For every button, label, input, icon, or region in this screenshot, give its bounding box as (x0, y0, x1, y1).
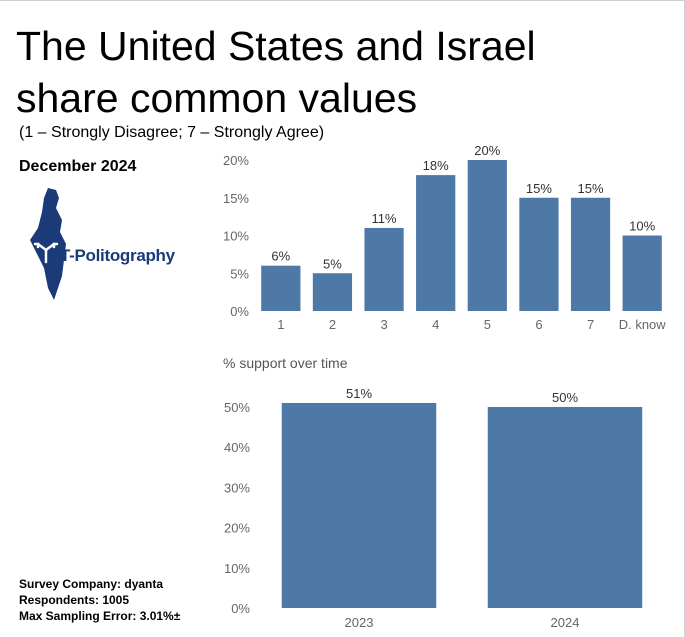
chart1-category-label: 5 (484, 317, 491, 332)
top-border (0, 0, 685, 1)
page-title: The United States and Israel share commo… (16, 20, 576, 124)
survey-date: December 2024 (19, 158, 137, 175)
chart2-ytick-label: 20% (224, 521, 250, 536)
chart1-bar (261, 265, 301, 311)
title-line-1: The United States and Israel (16, 23, 536, 69)
chart2-data-label: 50% (552, 390, 578, 405)
chart1-ytick-label: 0% (230, 304, 249, 319)
chart1-data-label: 15% (526, 181, 552, 196)
title-line-2: share common values (16, 75, 418, 121)
chart1-bar (467, 160, 507, 311)
chart1-bar (519, 197, 559, 311)
chart1-data-label: 15% (578, 181, 604, 196)
chart1-category-label: 6 (535, 317, 542, 332)
page-subtitle: (1 – Strongly Disagree; 7 – Strongly Agr… (19, 124, 325, 141)
chart1-ytick-label: 15% (223, 191, 249, 206)
chart1-bar (570, 197, 611, 311)
chart2-bar (281, 402, 437, 608)
survey-respondents: Respondents: 1005 (19, 593, 130, 607)
chart1-bar (364, 227, 404, 311)
chart1-category-label: 4 (432, 317, 439, 332)
chart2-data-label: 51% (346, 386, 372, 401)
chart1-data-label: 6% (271, 249, 290, 264)
chart1-ytick-label: 20% (223, 153, 249, 168)
chart1-ytick-label: 5% (230, 266, 249, 281)
survey-footer: Survey Company: dyanta Respondents: 1005… (19, 576, 180, 624)
chart1-ytick-label: 10% (223, 229, 249, 244)
chart2-ytick-label: 30% (224, 480, 250, 495)
israel-map-logo-icon (30, 188, 66, 300)
chart1-bar (622, 235, 662, 311)
chart1-bar (416, 175, 456, 311)
chart1-data-label: 10% (629, 219, 655, 234)
chart2-bar (487, 407, 643, 608)
chart1-data-label: 5% (323, 256, 342, 271)
survey-company: Survey Company: dyanta (19, 577, 164, 591)
sampling-error: Max Sampling Error: 3.01%± (19, 609, 181, 623)
chart1-category-label: D. know (619, 317, 667, 332)
arrows-emblem-icon (33, 242, 59, 264)
chart1-category-label: 2 (329, 317, 336, 332)
chart2-ytick-label: 50% (224, 400, 250, 415)
chart1-category-label: 3 (380, 317, 387, 332)
chart1-category-label: 1 (277, 317, 284, 332)
chart2-category-label: 2023 (345, 615, 374, 630)
chart2-ytick-label: 0% (231, 601, 250, 616)
chart2-title: % support over time (223, 355, 348, 371)
chart1-data-label: 11% (372, 211, 397, 226)
chart1-data-label: 18% (423, 158, 449, 173)
chart1-category-label: 7 (587, 317, 594, 332)
chart2-category-label: 2024 (551, 615, 580, 630)
chart1-bar (312, 273, 353, 311)
chart2-ytick-label: 10% (224, 561, 250, 576)
chart1-data-label: 20% (474, 143, 500, 158)
chart2-ytick-label: 40% (224, 440, 250, 455)
logo-text: T-Politography (60, 246, 175, 265)
